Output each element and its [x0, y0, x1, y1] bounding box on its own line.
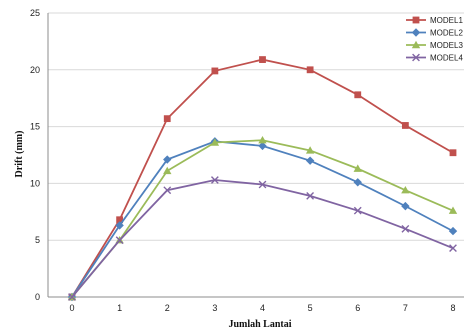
- legend-marker: [411, 28, 421, 37]
- data-point-model4: [68, 293, 76, 301]
- y-tick-label: 15: [30, 122, 40, 132]
- data-point-model3: [163, 166, 172, 175]
- x-tick-label: 3: [212, 303, 217, 313]
- x-tick-label: 6: [355, 303, 360, 313]
- data-point-model4: [115, 236, 124, 245]
- series-line-model2: [71, 140, 454, 298]
- data-point-model2: [401, 201, 410, 211]
- legend-label: MODEL1: [430, 16, 463, 25]
- data-point-model3: [353, 164, 362, 172]
- series-line-model1: [71, 58, 454, 298]
- data-point-model4: [210, 176, 219, 184]
- x-tick-label: 2: [165, 303, 170, 313]
- data-point-model2: [115, 221, 124, 230]
- x-tick-label: 1: [117, 303, 122, 313]
- data-point-model3: [401, 186, 410, 194]
- series-group: [67, 56, 458, 302]
- data-point-model1: [163, 115, 171, 123]
- y-axis-title: Drift (mm): [14, 131, 25, 178]
- data-point-model2: [258, 141, 267, 151]
- legend-item-model2: MODEL2: [406, 28, 463, 38]
- data-point-model2: [448, 226, 458, 236]
- y-tick-label: 5: [35, 235, 40, 245]
- data-point-model2: [163, 155, 172, 164]
- legend-marker: [412, 16, 420, 24]
- data-point-model3: [448, 206, 458, 214]
- x-axis-title: Jumlah Lantai: [228, 319, 291, 330]
- data-point-model4: [306, 192, 315, 200]
- data-point-model1: [306, 66, 314, 74]
- data-point-model1: [449, 149, 457, 157]
- y-tick-label: 10: [30, 178, 40, 188]
- data-point-model4: [258, 180, 267, 189]
- legend-label: MODEL2: [430, 29, 463, 38]
- axes: [47, 13, 464, 298]
- legend-marker: [412, 53, 420, 62]
- data-point-model4: [401, 224, 410, 233]
- data-point-model1: [259, 56, 266, 63]
- y-tick-label: 25: [30, 8, 40, 18]
- x-tick-label: 0: [69, 303, 74, 313]
- x-tick-label: 8: [450, 303, 455, 313]
- data-point-model4: [353, 206, 362, 215]
- data-point-model4: [449, 244, 457, 253]
- data-point-model4: [163, 186, 172, 195]
- legend-label: MODEL4: [430, 54, 463, 63]
- data-point-model3: [210, 138, 220, 146]
- data-point-model2: [305, 156, 315, 165]
- data-point-model1: [211, 67, 219, 75]
- legend: MODEL1 MODEL2 MODEL3 MODEL4: [406, 16, 463, 63]
- data-point-model3: [305, 146, 315, 154]
- x-axis-ticks: 0 1 2 3 4 5 6 7 8: [69, 303, 455, 313]
- data-point-model3: [258, 136, 267, 144]
- y-tick-label: 20: [30, 65, 40, 75]
- data-point-model1: [401, 122, 409, 129]
- data-point-model1: [354, 91, 362, 99]
- legend-item-model3: MODEL3: [406, 40, 463, 50]
- y-axis-ticks: 0 5 10 15 20 25: [30, 8, 40, 302]
- x-tick-label: 7: [403, 303, 408, 313]
- legend-item-model1: MODEL1: [406, 16, 463, 25]
- x-tick-label: 4: [260, 303, 265, 313]
- y-tick-label: 0: [35, 292, 40, 302]
- data-point-model1: [116, 216, 124, 224]
- legend-item-model4: MODEL4: [406, 54, 463, 63]
- x-tick-label: 5: [308, 303, 313, 313]
- grid-lines: [48, 12, 464, 241]
- legend-marker: [411, 40, 421, 49]
- data-point-model2: [353, 178, 362, 187]
- series-line-model3: [71, 139, 454, 298]
- legend-label: MODEL3: [430, 41, 463, 50]
